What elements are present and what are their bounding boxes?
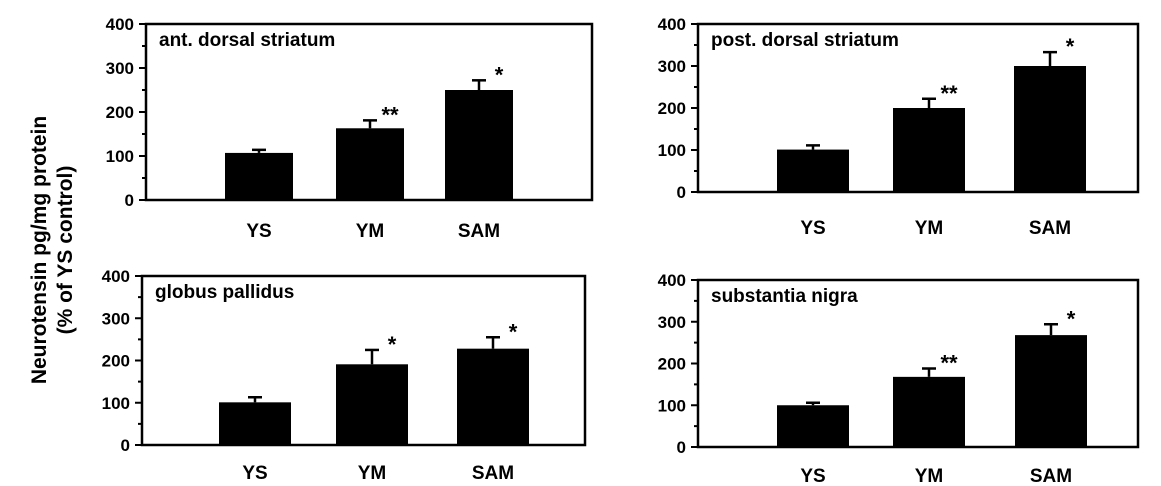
x-tick-label: YS: [800, 218, 825, 239]
x-tick-label: YM: [358, 463, 387, 484]
bar: [777, 149, 849, 192]
bar: [219, 402, 291, 445]
significance-marker: *: [1067, 306, 1076, 331]
x-tick-label: YM: [915, 466, 944, 486]
x-tick-label: YM: [356, 221, 385, 242]
y-tick-label: 300: [106, 59, 134, 78]
y-axis-label-line1: Neurotensin pg/mg protein: [28, 116, 51, 384]
x-tick-label: YM: [915, 218, 944, 239]
bar: [1015, 335, 1087, 447]
bar: [457, 348, 529, 445]
x-tick-label: YS: [242, 463, 267, 484]
y-tick-label: 100: [106, 147, 134, 166]
significance-marker: **: [940, 351, 958, 376]
y-tick-label: 300: [102, 309, 130, 328]
x-tick-label: SAM: [1030, 466, 1072, 486]
bar: [1014, 66, 1086, 192]
y-tick-label: 300: [658, 57, 686, 76]
bar: [777, 405, 849, 447]
chart-panel: 0 100 200 300 400 post. dorsal striatum YS ** YM…: [658, 15, 1140, 239]
y-tick-label: 0: [121, 436, 130, 455]
y-tick-label: 200: [658, 355, 686, 374]
y-tick-label: 300: [658, 313, 686, 332]
significance-marker: *: [1066, 34, 1075, 59]
bar: [336, 364, 408, 445]
chart-panel: 0 100 200 300 400 substantia nigra YS ** YM * SAM: [658, 271, 1140, 486]
chart-panel: 0 100 200 300 400 globus pallidus YS * YM * SAM: [102, 267, 587, 484]
panel-title: ant. dorsal striatum: [159, 30, 335, 51]
panel-title: substantia nigra: [711, 286, 858, 307]
y-tick-label: 200: [658, 99, 686, 118]
y-tick-label: 400: [106, 15, 134, 34]
x-tick-label: YS: [800, 466, 825, 486]
significance-marker: *: [509, 319, 518, 344]
y-tick-label: 400: [658, 271, 686, 290]
y-axis-label-line2: (% of YS control): [54, 166, 77, 335]
y-tick-label: 400: [102, 267, 130, 286]
y-tick-label: 100: [658, 396, 686, 415]
chart-panel: 0 100 200 300 400 ant. dorsal striatum YS ** YM *…: [106, 15, 594, 242]
panel-title: post. dorsal striatum: [711, 30, 899, 51]
bar: [893, 376, 965, 447]
y-tick-label: 0: [677, 438, 686, 457]
panel-title: globus pallidus: [155, 282, 294, 303]
x-tick-label: SAM: [458, 221, 500, 242]
y-tick-label: 400: [658, 15, 686, 34]
significance-marker: **: [381, 102, 399, 127]
y-tick-label: 0: [125, 191, 134, 210]
significance-marker: **: [940, 81, 958, 106]
y-tick-label: 0: [677, 183, 686, 202]
y-tick-label: 100: [102, 394, 130, 413]
bar: [445, 90, 513, 200]
y-tick-label: 200: [102, 352, 130, 371]
y-tick-label: 100: [658, 141, 686, 160]
bar: [225, 152, 293, 200]
significance-marker: *: [495, 62, 504, 87]
significance-marker: *: [388, 332, 397, 357]
x-tick-label: YS: [246, 221, 271, 242]
x-tick-label: SAM: [1029, 218, 1071, 239]
bar: [336, 128, 404, 200]
x-tick-label: SAM: [472, 463, 514, 484]
bar: [893, 108, 965, 192]
y-tick-label: 200: [106, 103, 134, 122]
